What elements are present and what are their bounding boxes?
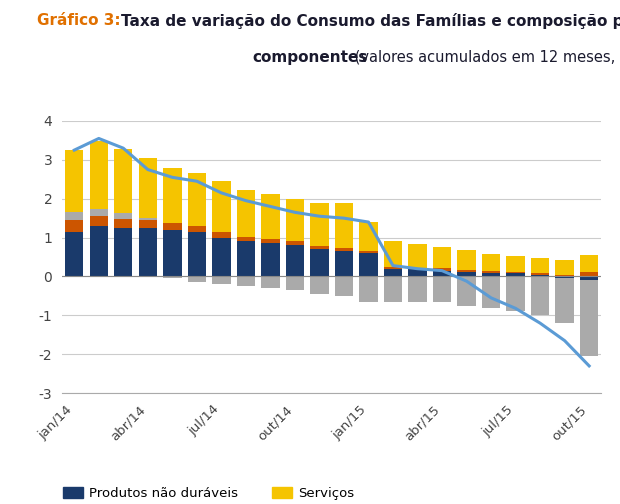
Bar <box>384 241 402 267</box>
Bar <box>139 220 157 228</box>
Bar <box>433 247 451 268</box>
Bar <box>188 226 206 232</box>
Bar <box>261 277 280 288</box>
Bar <box>163 223 182 230</box>
Bar <box>580 256 598 272</box>
Bar <box>556 260 574 275</box>
Bar <box>384 277 402 302</box>
Bar <box>261 239 280 243</box>
Text: componentes: componentes <box>252 50 368 66</box>
Bar <box>580 272 598 277</box>
Bar <box>163 277 182 278</box>
Bar <box>482 277 500 307</box>
Bar <box>507 277 525 311</box>
Bar <box>335 277 353 296</box>
Bar <box>212 181 231 232</box>
Bar <box>89 209 108 216</box>
Bar <box>114 149 133 214</box>
Bar <box>359 222 378 251</box>
Bar <box>286 277 304 290</box>
Bar <box>310 249 329 277</box>
Bar <box>531 273 549 275</box>
Bar <box>188 232 206 277</box>
Bar <box>384 267 402 269</box>
Bar <box>286 199 304 241</box>
Bar <box>458 270 476 272</box>
Bar <box>482 271 500 273</box>
Bar <box>163 168 182 223</box>
Bar <box>212 232 231 237</box>
Bar <box>482 273 500 277</box>
Bar <box>433 271 451 277</box>
Bar <box>139 218 157 220</box>
Bar <box>286 245 304 277</box>
Bar <box>409 244 427 268</box>
Text: Taxa de variação do Consumo das Famílias e composição por: Taxa de variação do Consumo das Famílias… <box>121 13 620 29</box>
Bar <box>114 219 133 228</box>
Bar <box>580 280 598 356</box>
Bar <box>237 237 255 241</box>
Bar <box>212 237 231 277</box>
Bar <box>458 272 476 277</box>
Bar <box>65 150 84 212</box>
Bar <box>65 232 84 277</box>
Bar <box>89 226 108 277</box>
Bar <box>237 190 255 237</box>
Bar <box>114 214 133 219</box>
Text: (valores acumulados em 12 meses, % e p.p.): (valores acumulados em 12 meses, % e p.p… <box>350 50 620 66</box>
Bar <box>114 228 133 277</box>
Bar <box>384 269 402 277</box>
Bar <box>531 258 549 273</box>
Bar <box>409 270 427 277</box>
Bar <box>89 141 108 209</box>
Bar <box>163 230 182 277</box>
Bar <box>335 251 353 277</box>
Bar <box>335 204 353 248</box>
Bar <box>212 277 231 284</box>
Bar <box>139 158 157 218</box>
Bar <box>89 216 108 226</box>
Bar <box>261 194 280 239</box>
Bar <box>507 273 525 277</box>
Bar <box>65 220 84 232</box>
Bar <box>507 272 525 273</box>
Bar <box>310 277 329 294</box>
Bar <box>335 248 353 251</box>
Bar <box>433 277 451 302</box>
Bar <box>188 277 206 282</box>
Bar <box>237 277 255 286</box>
Bar <box>409 268 427 270</box>
Bar <box>65 212 84 220</box>
Bar <box>482 254 500 271</box>
Bar <box>531 275 549 277</box>
Bar <box>310 204 329 246</box>
Bar <box>458 277 476 305</box>
Bar <box>359 277 378 302</box>
Bar <box>409 277 427 302</box>
Text: Gráfico 3:: Gráfico 3: <box>37 13 126 28</box>
Bar <box>359 251 378 253</box>
Bar <box>556 277 574 278</box>
Bar <box>261 243 280 277</box>
Bar <box>556 275 574 277</box>
Bar <box>507 256 525 272</box>
Bar <box>237 241 255 277</box>
Bar <box>433 268 451 271</box>
Bar <box>458 250 476 270</box>
Legend: Produtos não duráveis, Produtos semi duráveis, Produtos duráveis, Serviços, C. F: Produtos não duráveis, Produtos semi dur… <box>58 481 409 504</box>
Bar <box>286 241 304 245</box>
Bar <box>531 277 549 316</box>
Bar <box>580 277 598 280</box>
Bar <box>188 173 206 226</box>
Bar <box>139 228 157 277</box>
Bar <box>310 246 329 249</box>
Bar <box>556 278 574 323</box>
Bar <box>359 253 378 277</box>
